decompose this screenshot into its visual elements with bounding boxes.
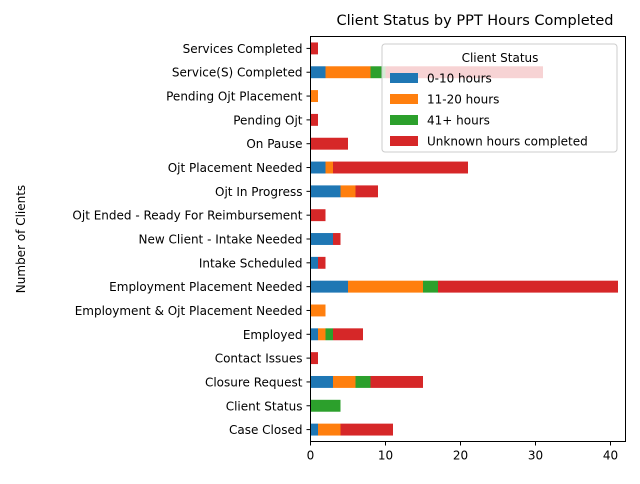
- legend-swatch: [390, 115, 418, 125]
- legend-title: Client Status: [462, 51, 539, 65]
- bar-segment: [310, 233, 333, 245]
- bar-segment: [333, 233, 341, 245]
- bar-segment: [310, 137, 348, 150]
- x-tick-label: 10: [378, 449, 393, 463]
- x-tick-label: 30: [528, 449, 543, 463]
- y-tick-label: Employment Placement Needed: [109, 280, 302, 294]
- bar-segment: [355, 375, 371, 388]
- y-tick-label: Employed: [243, 328, 303, 342]
- bar-segment: [310, 90, 318, 103]
- bar-segment: [310, 304, 326, 317]
- bar-segment: [438, 280, 618, 293]
- bar-segment: [370, 66, 386, 79]
- bar-segment: [310, 399, 341, 412]
- x-tick-label: 20: [453, 449, 468, 463]
- y-tick-label: Client Status: [226, 399, 303, 413]
- x-tick-label: 40: [603, 449, 618, 463]
- bar-segment: [318, 256, 326, 269]
- bar-segment: [318, 328, 326, 341]
- legend-swatch: [390, 73, 418, 83]
- bar-segment: [310, 161, 326, 174]
- y-tick-label: Ojt In Progress: [215, 185, 302, 199]
- bar-segment: [370, 375, 423, 388]
- bar-segment: [310, 328, 318, 341]
- plot-area-frame: [310, 36, 626, 442]
- x-tick-label: 0: [307, 449, 315, 463]
- legend-swatch: [390, 94, 418, 104]
- legend-label: 0-10 hours: [427, 72, 492, 86]
- bar-segment: [310, 352, 318, 365]
- bar-segment: [310, 42, 318, 55]
- bar-segment: [333, 375, 356, 388]
- y-tick-label: Ojt Ended - Ready For Reimbursement: [72, 209, 302, 223]
- y-tick-label: Intake Scheduled: [199, 256, 303, 270]
- bar-segment: [310, 423, 318, 436]
- chart-title: Client Status by PPT Hours Completed: [337, 13, 614, 29]
- y-ticks-group: Case Closed Client Status Closure Request C…: [72, 42, 311, 437]
- y-tick-label: Pending Ojt: [233, 113, 303, 127]
- bar-segment: [310, 185, 341, 198]
- bar-segment: [325, 66, 371, 79]
- legend-box: [381, 43, 618, 153]
- bar-segment: [348, 280, 423, 293]
- legend: Client Status 0-10 hours 11-20 hours 41+ h…: [381, 43, 618, 153]
- bar-segment: [310, 66, 326, 79]
- legend-swatch: [390, 136, 418, 146]
- y-tick-label: Services Completed: [183, 42, 303, 56]
- y-tick-label: On Pause: [246, 137, 302, 151]
- bar-segment: [423, 280, 438, 293]
- legend-label: 41+ hours: [427, 114, 490, 128]
- y-tick-label: Contact Issues: [215, 352, 303, 366]
- bar-segment: [310, 280, 348, 293]
- legend-label: 11-20 hours: [427, 93, 499, 107]
- bar-segment: [355, 185, 378, 198]
- bar-segment: [340, 185, 356, 198]
- bar-segment: [333, 328, 363, 341]
- y-tick-label: Ojt Placement Needed: [168, 161, 303, 175]
- legend-label: Unknown hours completed: [427, 135, 588, 149]
- y-tick-label: Case Closed: [229, 423, 303, 437]
- bar-segment: [310, 209, 326, 222]
- legend-items: 0-10 hours 11-20 hours 41+ hours Unknown ho…: [390, 72, 588, 149]
- y-tick-label: New Client - Intake Needed: [139, 233, 303, 247]
- y-tick-label: Closure Request: [205, 375, 303, 389]
- bar-segment: [310, 375, 333, 388]
- bar-segment: [325, 328, 333, 341]
- bar-segment: [310, 113, 318, 126]
- bar-segment: [310, 256, 318, 269]
- bar-segment: [340, 423, 393, 436]
- x-ticks-group: 0 10 20 30 40: [307, 441, 618, 463]
- y-axis-label: Number of Clients: [14, 185, 28, 293]
- bar-segment: [325, 161, 333, 174]
- bar-segment: [318, 423, 341, 436]
- y-tick-label: Pending Ojt Placement: [166, 90, 303, 104]
- y-tick-label: Service(S) Completed: [172, 66, 303, 80]
- y-tick-label: Employment & Ojt Placement Needed: [75, 304, 303, 318]
- bar-segment: [333, 161, 468, 174]
